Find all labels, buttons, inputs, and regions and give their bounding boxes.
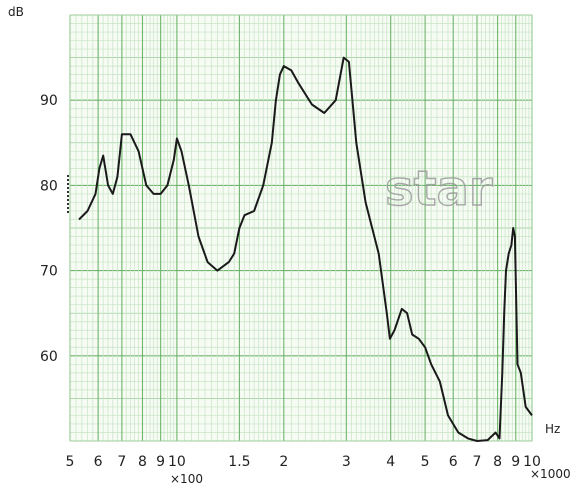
- x-tick-label: 2: [279, 454, 288, 470]
- x-tick-label: 8: [493, 454, 502, 470]
- x-tick-label: 8: [138, 454, 147, 470]
- x-multiplier-thousands: ×1000: [530, 467, 571, 481]
- x-axis-label: Hz: [545, 422, 560, 436]
- y-tick-label: 90: [40, 93, 58, 109]
- x-tick-label: 10: [523, 454, 541, 470]
- x-multiplier-hundreds: ×100: [170, 472, 203, 486]
- y-axis-label: dB: [8, 5, 24, 19]
- x-tick-label: 6: [94, 454, 103, 470]
- x-tick-labels: 5 6 7 8 9 10 1.5 2 3 4 5 6 7 8 9 10: [66, 454, 541, 470]
- x-tick-label: 7: [117, 454, 126, 470]
- y-tick-labels: 60 70 80 90: [40, 93, 58, 365]
- x-tick-label: 6: [449, 454, 458, 470]
- y-tick-label: 60: [40, 349, 58, 365]
- watermark: star: [385, 161, 493, 217]
- x-tick-label: 7: [473, 454, 482, 470]
- plot-frame: [69, 14, 533, 442]
- x-tick-label: 3: [342, 454, 351, 470]
- x-tick-label: 1.5: [228, 454, 250, 470]
- y-tick-label: 80: [40, 178, 58, 194]
- series-line: [78, 56, 533, 442]
- x-tick-label: 9: [511, 454, 520, 470]
- y-tick-label: 70: [40, 264, 58, 280]
- x-tick-label: 5: [421, 454, 430, 470]
- x-tick-label: 9: [156, 454, 165, 470]
- x-tick-label: 5: [66, 454, 75, 470]
- x-tick-label: 4: [386, 454, 395, 470]
- x-tick-label: 10: [168, 454, 186, 470]
